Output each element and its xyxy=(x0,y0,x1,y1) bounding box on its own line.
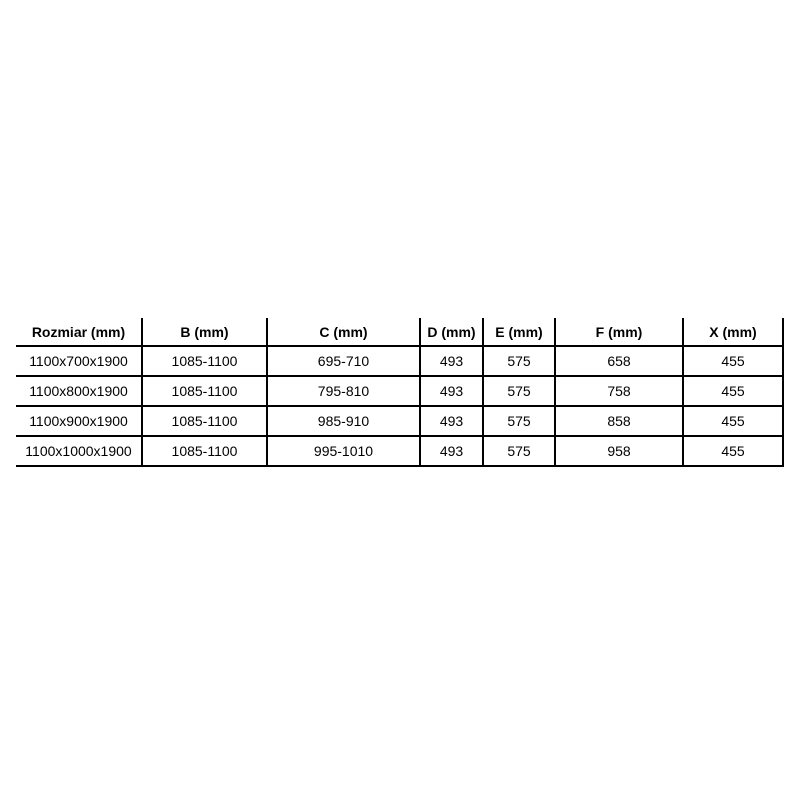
table-row: 1100x1000x1900 1085-1100 995-1010 493 57… xyxy=(16,435,784,467)
table-cell: 695-710 xyxy=(266,345,421,377)
table-cell: 455 xyxy=(682,435,784,467)
column-header-d: D (mm) xyxy=(419,318,484,347)
dimensions-table: Rozmiar (mm) B (mm) C (mm) D (mm) E (mm)… xyxy=(16,318,784,467)
table-cell: 795-810 xyxy=(266,375,421,407)
column-header-x: X (mm) xyxy=(682,318,784,347)
column-header-f: F (mm) xyxy=(554,318,684,347)
table-cell: 493 xyxy=(419,375,484,407)
column-header-b: B (mm) xyxy=(141,318,268,347)
table-cell: 493 xyxy=(419,405,484,437)
table-cell: 1085-1100 xyxy=(141,345,268,377)
table-cell: 575 xyxy=(482,345,556,377)
table-cell: 658 xyxy=(554,345,684,377)
column-header-e: E (mm) xyxy=(482,318,556,347)
table-cell: 958 xyxy=(554,435,684,467)
table-cell: 575 xyxy=(482,405,556,437)
table-cell: 575 xyxy=(482,375,556,407)
table-cell: 455 xyxy=(682,405,784,437)
table-row: 1100x700x1900 1085-1100 695-710 493 575 … xyxy=(16,345,784,377)
dimensions-table-container: Rozmiar (mm) B (mm) C (mm) D (mm) E (mm)… xyxy=(16,318,784,467)
table-cell: 455 xyxy=(682,345,784,377)
table-cell: 1085-1100 xyxy=(141,435,268,467)
table-cell: 995-1010 xyxy=(266,435,421,467)
table-cell: 1100x900x1900 xyxy=(16,405,143,437)
table-cell: 575 xyxy=(482,435,556,467)
table-cell: 1085-1100 xyxy=(141,405,268,437)
table-cell: 1100x700x1900 xyxy=(16,345,143,377)
table-cell: 1085-1100 xyxy=(141,375,268,407)
table-cell: 985-910 xyxy=(266,405,421,437)
table-cell: 1100x1000x1900 xyxy=(16,435,143,467)
column-header-c: C (mm) xyxy=(266,318,421,347)
column-header-rozmiar: Rozmiar (mm) xyxy=(16,318,143,347)
table-cell: 493 xyxy=(419,435,484,467)
table-row: 1100x800x1900 1085-1100 795-810 493 575 … xyxy=(16,375,784,407)
table-cell: 758 xyxy=(554,375,684,407)
table-cell: 1100x800x1900 xyxy=(16,375,143,407)
header-row: Rozmiar (mm) B (mm) C (mm) D (mm) E (mm)… xyxy=(16,318,784,347)
table-cell: 858 xyxy=(554,405,684,437)
table-row: 1100x900x1900 1085-1100 985-910 493 575 … xyxy=(16,405,784,437)
table-cell: 455 xyxy=(682,375,784,407)
table-cell: 493 xyxy=(419,345,484,377)
